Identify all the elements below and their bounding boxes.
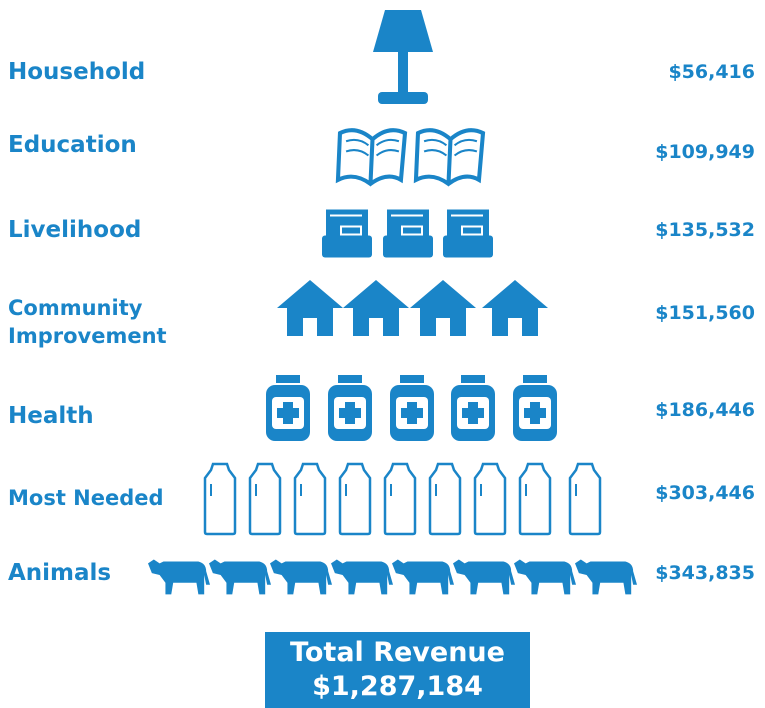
- category-label: Animals: [8, 560, 112, 586]
- cow-icon: [148, 559, 210, 595]
- category-label: Most Needed: [8, 486, 164, 510]
- cow-icon: [575, 559, 637, 595]
- bottle-icon: [518, 462, 552, 536]
- category-label: Education: [8, 132, 137, 158]
- bottle-icon: [473, 462, 507, 536]
- bottle-icon: [383, 462, 417, 536]
- cow-icon: [392, 559, 454, 595]
- jar-icon: [513, 375, 557, 441]
- bottle-icon: [293, 462, 327, 536]
- house-icon: [482, 280, 548, 336]
- cow-icon: [514, 559, 576, 595]
- jar-icon: [328, 375, 372, 441]
- lamp-icon: [373, 10, 433, 104]
- sewing-icon: [322, 208, 372, 258]
- cow-icon: [270, 559, 332, 595]
- amount: $56,416: [668, 61, 755, 83]
- category-label: Health: [8, 403, 94, 429]
- category-label: Livelihood: [8, 217, 142, 243]
- total-box: Total Revenue $1,287,184: [265, 632, 530, 708]
- cow-icon: [209, 559, 271, 595]
- amount: $343,835: [655, 562, 755, 584]
- book-icon: [338, 130, 405, 184]
- bottle-icon: [203, 462, 237, 536]
- bottle-icon: [248, 462, 282, 536]
- house-icon: [277, 280, 343, 336]
- amount: $303,446: [655, 482, 755, 504]
- total-amount: $1,287,184: [312, 671, 483, 702]
- amount: $151,560: [655, 302, 755, 324]
- amount: $135,532: [655, 219, 755, 241]
- sewing-icon: [443, 208, 493, 258]
- bottle-icon: [428, 462, 462, 536]
- cow-icon: [331, 559, 393, 595]
- book-icon: [416, 130, 483, 184]
- category-label: Household: [8, 59, 146, 85]
- house-icon: [343, 280, 409, 336]
- jar-icon: [451, 375, 495, 441]
- jar-icon: [266, 375, 310, 441]
- sewing-icon: [383, 208, 433, 258]
- total-label: Total Revenue: [290, 637, 505, 668]
- amount: $186,446: [655, 399, 755, 421]
- house-icon: [410, 280, 476, 336]
- category-label: Community Improvement: [8, 296, 167, 348]
- bottle-icon: [338, 462, 372, 536]
- jar-icon: [390, 375, 434, 441]
- cow-icon: [453, 559, 515, 595]
- bottle-icon: [568, 462, 602, 536]
- amount: $109,949: [655, 141, 755, 163]
